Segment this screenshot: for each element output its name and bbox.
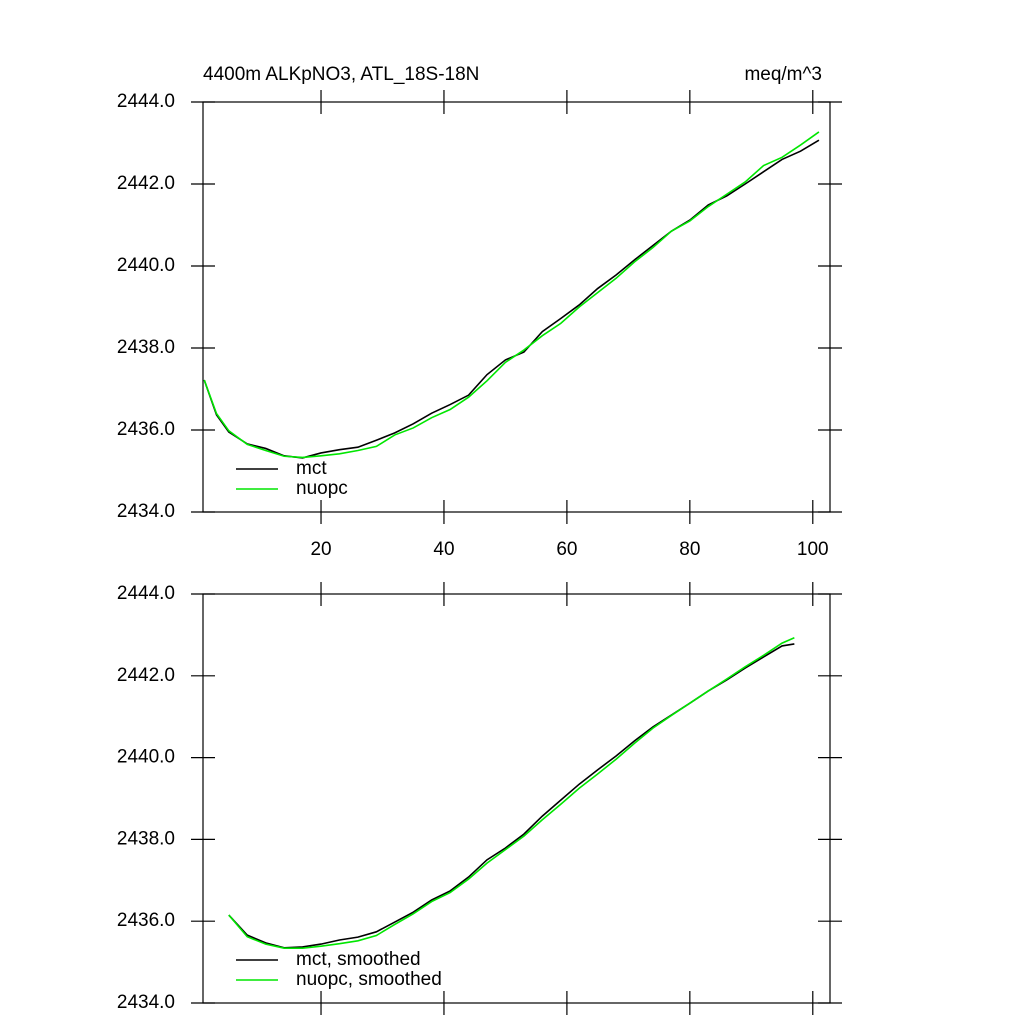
y-tick-label: 2438.0 (117, 337, 175, 358)
x-tick-label: 40 (433, 539, 454, 560)
y-tick-label: 2442.0 (117, 665, 175, 686)
y-tick-label: 2436.0 (117, 910, 175, 931)
x-tick-label: 80 (679, 539, 700, 560)
x-tick-label: 60 (556, 539, 577, 560)
legend-label: nuopc, smoothed (296, 969, 442, 990)
legend-label: mct, smoothed (296, 949, 421, 970)
y-tick-label: 2438.0 (117, 828, 175, 849)
y-tick-label: 2440.0 (117, 747, 175, 768)
y-tick-label: 2442.0 (117, 173, 175, 194)
y-tick-label: 2434.0 (117, 501, 175, 522)
x-tick-label: 100 (797, 539, 829, 560)
x-tick-label: 20 (310, 539, 331, 560)
y-tick-label: 2440.0 (117, 255, 175, 276)
y-tick-label: 2444.0 (117, 583, 175, 604)
plot-frame (202, 593, 831, 1004)
y-tick-label: 2436.0 (117, 419, 175, 440)
series-line (228, 637, 795, 949)
legend-label: nuopc (296, 478, 348, 499)
units-label: meq/m^3 (744, 64, 822, 85)
chart-title: 4400m ALKpNO3, ATL_18S-18N (203, 64, 479, 85)
y-tick-label: 2434.0 (117, 992, 175, 1013)
legend-label: mct (296, 458, 327, 479)
series-line (203, 139, 820, 459)
series-line (203, 131, 820, 459)
plot-frame (202, 101, 831, 513)
y-tick-label: 2444.0 (117, 91, 175, 112)
